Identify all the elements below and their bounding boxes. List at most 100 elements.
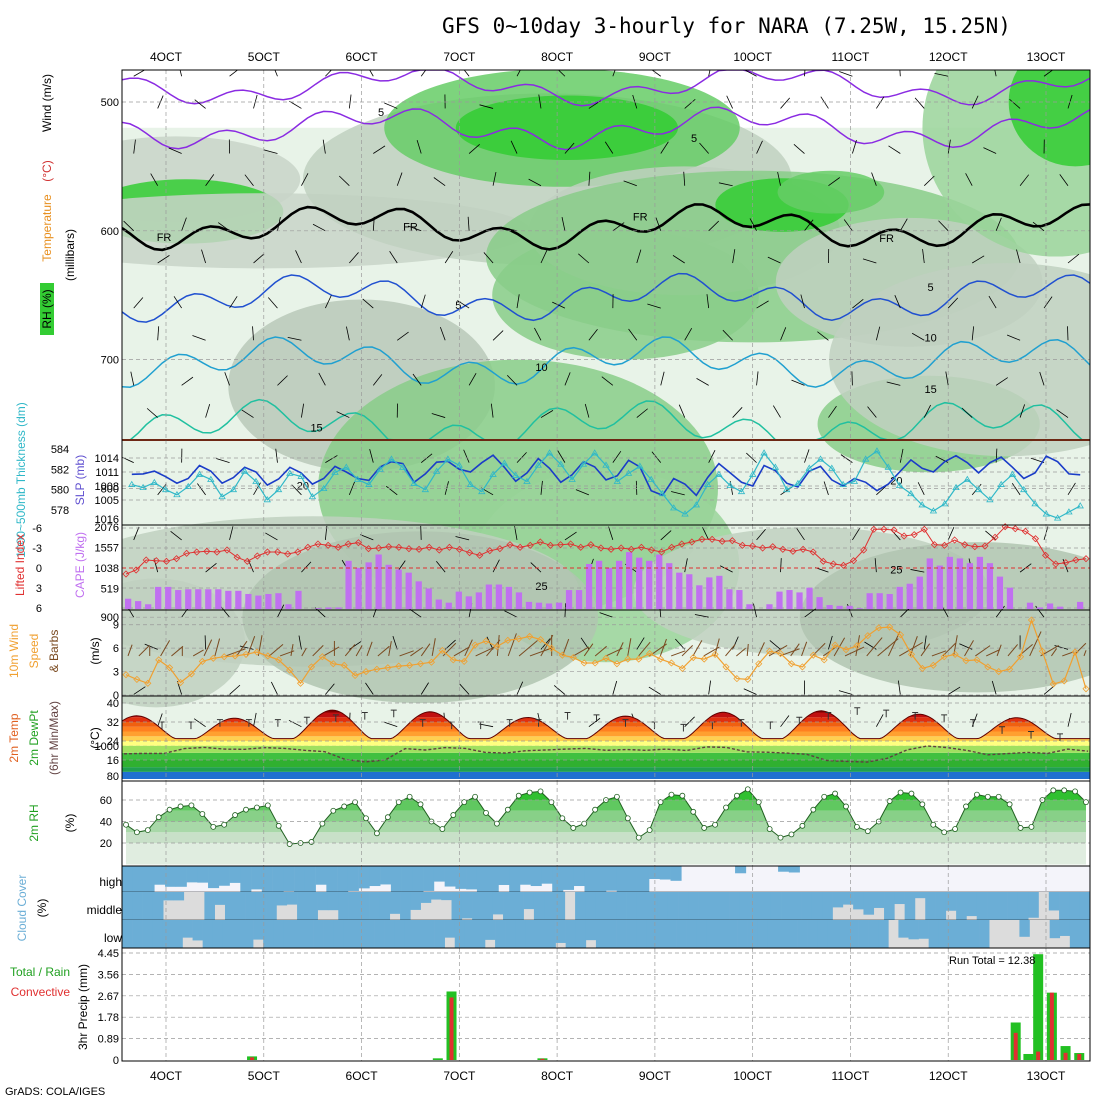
cloud-cell [503, 892, 514, 920]
wind-barb [867, 406, 877, 418]
wind-barb [726, 95, 733, 109]
x-tick-label: 11OCT [832, 1069, 870, 1083]
rh-marker [134, 829, 140, 836]
x-tick-label: 6OCT [346, 1069, 379, 1083]
cloud-cell [533, 892, 545, 920]
cloud-cell [894, 892, 905, 905]
li-marker [172, 555, 181, 563]
wind-speed-marker [558, 651, 566, 659]
cloud-cell [519, 866, 532, 885]
cloud-cell [938, 920, 950, 948]
cape-bar [826, 605, 833, 609]
wind-barb [399, 650, 414, 657]
wind-barb [298, 635, 302, 650]
rh-band [126, 800, 1086, 811]
wind-speed-marker [820, 656, 828, 664]
cloud-cell [315, 866, 327, 885]
thickness-marker [749, 470, 757, 477]
wind-barb [684, 98, 696, 109]
thickness-marker [308, 493, 317, 500]
cape-bar [1076, 601, 1084, 609]
cloud-cell [716, 920, 728, 948]
cloud-cell [606, 920, 617, 948]
thickness-marker [737, 487, 746, 495]
x-tick-label: 13OCT [1027, 1069, 1066, 1083]
wind-speed-marker [395, 662, 403, 670]
cloud-cell [545, 920, 556, 948]
wind-barb [216, 458, 230, 464]
wind-barb [947, 139, 951, 154]
cape-bar [856, 608, 863, 609]
wind-speed-marker [973, 656, 981, 664]
cloud-cell [544, 892, 555, 920]
wind-speed-marker [886, 623, 894, 631]
wind-barb [995, 605, 1005, 618]
rh-marker [144, 827, 151, 833]
cloud-cell [777, 920, 788, 948]
wind-barb [920, 643, 931, 657]
wind-barb [790, 643, 800, 657]
li-marker [294, 548, 302, 556]
wind-barb [518, 640, 538, 657]
wind-speed-marker [896, 631, 905, 639]
wind-speed-marker [187, 670, 196, 678]
wind-barb [420, 70, 427, 77]
thickness-tick-label: 584 [51, 444, 69, 456]
wind-barb [170, 530, 182, 541]
rh-marker [166, 806, 173, 813]
cloud-cell [719, 892, 730, 920]
rh-band [126, 810, 1086, 822]
cloud-cell [152, 920, 163, 948]
wind-speed-marker [842, 646, 850, 654]
cloud-cell [229, 866, 241, 883]
wind-barb [708, 449, 716, 463]
wind-speed-marker [166, 664, 174, 672]
wind-barb [247, 559, 254, 573]
wind-barb [301, 403, 305, 418]
wind-barb [173, 296, 182, 309]
precip-conv-bar [1063, 1052, 1068, 1060]
thickness-marker [297, 472, 305, 479]
li-marker [779, 545, 787, 553]
cloud-cell [283, 920, 294, 948]
temperature-curve [121, 709, 1090, 740]
rh-marker [832, 790, 838, 797]
cape-bar [766, 604, 773, 609]
wind-speed-marker [569, 653, 577, 662]
wind-barb [514, 526, 518, 540]
li-marker [233, 553, 241, 561]
rh-marker [450, 812, 457, 818]
li-marker [587, 541, 595, 549]
wind-barb [467, 216, 470, 231]
li-marker [961, 541, 969, 549]
wind-barb [909, 636, 918, 657]
wind-barb [123, 220, 135, 232]
cloud-cell [122, 866, 134, 892]
cloud-cell [455, 866, 467, 889]
panel-frame [121, 947, 1091, 1062]
cloud-cell [441, 892, 452, 901]
li-marker [223, 546, 231, 554]
cape-bar [355, 567, 362, 609]
cape-bar [986, 563, 994, 609]
thickness-marker [636, 462, 644, 469]
wind-barb [144, 643, 158, 650]
wind-barb [431, 413, 446, 418]
wind-barb [965, 173, 973, 186]
cloud-cell [218, 866, 230, 886]
wind-barb [708, 680, 712, 695]
slp-tick-label: 1014 [95, 453, 119, 465]
cloud-cell [451, 892, 463, 920]
li-marker [536, 538, 544, 546]
wind-speed-marker [766, 647, 774, 655]
wind-barb [1067, 712, 1072, 727]
wind-barb [277, 217, 281, 231]
wind-barb [800, 294, 805, 309]
wind-barb [431, 638, 436, 657]
wind-barb [444, 481, 449, 495]
cloud-cell [1007, 892, 1019, 920]
rh-band [126, 821, 1086, 833]
x-tick-label: 12OCT [929, 1069, 968, 1083]
wind-barb [768, 645, 788, 657]
rh-marker [483, 810, 489, 816]
